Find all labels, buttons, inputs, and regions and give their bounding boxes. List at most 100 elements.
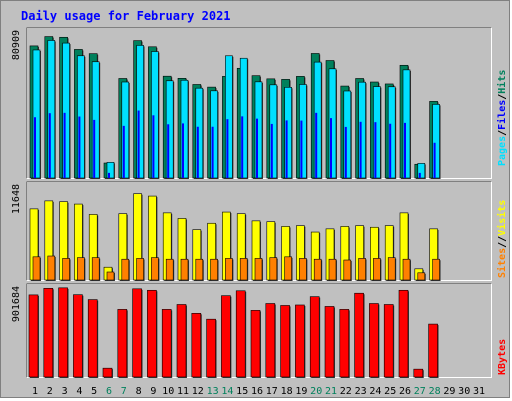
legend-entry: Visits	[496, 200, 508, 236]
bar-sites	[402, 258, 411, 281]
x-tick-label: 31	[473, 386, 485, 397]
bar-sites	[210, 258, 218, 281]
legend-middle: Sites//Visits	[496, 200, 508, 278]
bar-kbytes	[383, 304, 394, 378]
bar-pages	[417, 163, 426, 179]
bar-files	[344, 126, 347, 178]
x-tick-label: 22	[340, 386, 352, 397]
x-tick-label: 18	[281, 386, 293, 397]
x-tick-label: 24	[369, 386, 381, 397]
bar-kbytes	[206, 318, 216, 378]
x-tick-label: 29	[443, 386, 455, 397]
bar-files	[34, 117, 36, 178]
bar-sites	[373, 258, 381, 281]
x-tick-label: 9	[150, 386, 156, 397]
x-tick-label: 19	[295, 386, 307, 397]
bar-kbytes	[73, 294, 83, 378]
bar-kbytes	[117, 309, 128, 378]
bar-kbytes	[280, 305, 290, 378]
x-tick-label: 8	[136, 386, 142, 397]
bar-sites	[180, 258, 189, 281]
bar-files	[359, 121, 362, 178]
x-tick-label: 15	[236, 386, 248, 397]
bar-pages	[136, 45, 144, 179]
x-tick-label: 6	[106, 386, 112, 397]
bar-files	[152, 115, 155, 178]
y-max-label: 11648	[11, 184, 22, 214]
bar-pages	[165, 80, 174, 179]
x-tick-label: 4	[76, 386, 82, 397]
x-tick-label: 5	[91, 386, 97, 397]
bar-kbytes	[295, 304, 305, 378]
bar-sites	[358, 258, 366, 281]
bar-sites	[313, 258, 322, 281]
x-tick-label: 30	[458, 386, 470, 397]
bar-files	[241, 116, 244, 178]
bar-files	[167, 124, 170, 178]
y-max-label: 80909	[11, 30, 22, 60]
bar-pages	[47, 40, 56, 179]
x-tick-label: 2	[47, 386, 53, 397]
bar-kbytes	[265, 303, 276, 378]
x-tick-label: 7	[121, 386, 127, 397]
x-tick-label: 12	[192, 386, 204, 397]
bar-kbytes	[132, 288, 142, 378]
bar-pages	[358, 81, 366, 179]
bar-pages	[151, 51, 159, 179]
bar-files	[315, 112, 318, 178]
bar-pages	[239, 57, 248, 179]
bar-kbytes	[87, 299, 98, 378]
x-tick-label: 1	[32, 386, 38, 397]
bar-pages	[195, 87, 204, 179]
x-tick-label: 3	[62, 386, 68, 397]
bar-kbytes	[235, 290, 246, 378]
legend-separator: /	[497, 236, 508, 242]
bar-sites	[47, 255, 56, 281]
bar-sites	[299, 258, 307, 281]
legend-separator: /	[497, 130, 508, 136]
bar-files	[226, 119, 229, 178]
bar-files	[418, 172, 421, 178]
legend-entry: Pages	[497, 136, 508, 166]
legend-entry: KBytes	[497, 339, 508, 375]
bar-sites	[225, 258, 233, 281]
bar-sites	[328, 258, 337, 281]
bar-kbytes	[250, 310, 261, 378]
bar-files	[137, 110, 140, 178]
bar-kbytes	[28, 294, 39, 378]
bar-files	[404, 122, 406, 178]
bar-files	[256, 118, 258, 178]
bar-files	[93, 119, 96, 178]
x-tick-label: 17	[266, 386, 278, 397]
bar-files	[270, 123, 273, 178]
x-tick-label: 20	[310, 386, 322, 397]
bar-kbytes	[147, 289, 157, 378]
bar-pages	[121, 81, 130, 179]
chart-title: Daily usage for February 2021	[21, 9, 231, 23]
bar-pages	[299, 84, 307, 179]
x-tick-label: 13	[207, 386, 219, 397]
bar-files	[196, 126, 199, 178]
bar-sites	[62, 258, 70, 281]
bar-sites	[254, 258, 263, 281]
bar-kbytes	[58, 287, 68, 378]
x-tick-label: 10	[162, 386, 174, 397]
bar-files	[285, 120, 288, 178]
bar-sites	[91, 257, 100, 281]
bar-kbytes	[221, 295, 231, 378]
bar-pages	[387, 86, 396, 179]
bar-kbytes	[369, 303, 379, 378]
y-max-label: 901684	[11, 286, 22, 322]
bar-sites	[77, 257, 85, 281]
bar-kbytes	[354, 292, 364, 378]
bar-pages	[106, 162, 115, 179]
bar-files	[63, 112, 66, 178]
bar-pages	[62, 42, 70, 179]
bar-kbytes	[428, 323, 438, 378]
bar-sites	[343, 259, 352, 281]
bar-pages	[225, 55, 233, 179]
bar-pages	[269, 84, 278, 179]
x-tick-label: 28	[429, 386, 441, 397]
bar-pages	[32, 49, 41, 179]
